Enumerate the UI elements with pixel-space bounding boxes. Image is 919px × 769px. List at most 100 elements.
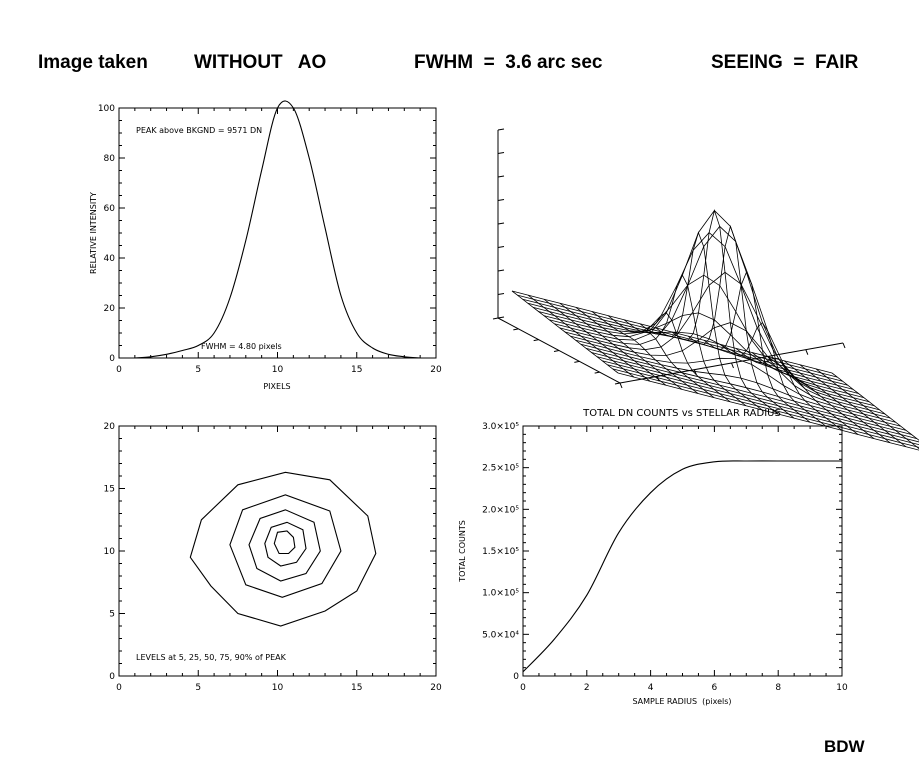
y-tick-label: 5.0×10⁴	[482, 630, 519, 640]
contour-level-5	[189, 471, 377, 627]
surface-y-tick	[533, 339, 539, 342]
x-tick-label: 0	[116, 365, 122, 375]
y-tick-label: 2.0×10⁵	[482, 505, 519, 515]
x-tick-label: 4	[648, 683, 654, 693]
surface-mesh-col	[607, 315, 715, 398]
surface-mesh-col	[799, 364, 907, 448]
surface-x-tick	[619, 382, 623, 389]
surface-mesh-col	[623, 312, 731, 403]
surface-z-tick	[497, 269, 505, 272]
surface-mesh-col	[575, 307, 683, 390]
surface-z-tick	[497, 293, 505, 295]
x-tick-label: 10	[272, 683, 284, 693]
counts-curve	[522, 460, 842, 673]
counts-title: TOTAL DN COUNTS vs STELLAR RADIUS	[582, 408, 781, 419]
x-tick-label: 10	[272, 365, 284, 375]
profile-ylabel: RELATIVE INTENSITY	[89, 192, 98, 274]
x-tick-label: 15	[351, 683, 362, 693]
surface-mesh-col	[671, 209, 779, 415]
surface-mesh-col	[831, 372, 919, 441]
surface-z-tick	[497, 316, 505, 319]
profile-frame	[118, 107, 437, 359]
y-tick-label: 0	[109, 672, 115, 682]
surface-y-tick	[553, 350, 560, 352]
header-seeing: SEEING = FAIR	[711, 52, 859, 73]
psf-surface-plot	[492, 128, 919, 451]
surface-mesh-col	[719, 321, 827, 427]
header-fwhm: FWHM = 3.6 arc sec	[414, 52, 603, 73]
surface-z-tick	[497, 199, 505, 201]
x-tick-label: 5	[195, 683, 201, 693]
surface-mesh-col	[687, 225, 795, 419]
surface-y-tick	[594, 371, 600, 374]
counts-frame	[522, 425, 843, 677]
surface-y-tick	[513, 328, 519, 331]
y-tick-label: 3.0×10⁵	[482, 422, 519, 432]
y-tick-label: 40	[104, 254, 116, 264]
y-tick-label: 0	[109, 354, 115, 364]
x-tick-label: 20	[430, 365, 442, 375]
y-tick-label: 80	[104, 154, 116, 164]
y-tick-label: 60	[104, 204, 116, 214]
header-without-ao: WITHOUT AO	[194, 52, 326, 73]
y-tick-label: 100	[98, 104, 115, 114]
profile-plot: 0 5 10 15 20 0 20 40 60 80 100 PEAK above BKGND = …	[89, 100, 442, 391]
counts-ylabel: TOTAL COUNTS	[458, 520, 467, 583]
surface-mesh-col	[703, 271, 811, 423]
x-tick-label: 2	[584, 683, 590, 693]
y-tick-label: 2.5×10⁵	[482, 464, 519, 474]
y-tick-label: 5	[109, 610, 115, 620]
surface-z-tick	[497, 128, 505, 131]
surface-y-tick	[492, 317, 499, 320]
surface-mesh-col	[639, 274, 747, 407]
contour-level-25	[229, 494, 342, 598]
y-tick-label: 20	[104, 304, 116, 314]
y-tick-label: 1.0×10⁵	[482, 589, 519, 599]
surface-mesh-col	[735, 348, 843, 431]
y-tick-label: 1.5×10⁵	[482, 547, 519, 557]
x-tick-label: 5	[195, 365, 201, 375]
surface-z-tick	[497, 152, 505, 154]
surface-mesh-col	[815, 368, 919, 450]
surface-mesh-col	[751, 352, 859, 435]
surface-mesh-col	[783, 360, 891, 444]
surface-mesh-col	[591, 311, 699, 394]
signature: BDW	[824, 737, 866, 756]
contour-level-75	[264, 521, 307, 567]
surface-y-tick	[614, 382, 621, 385]
surface-x-tick	[842, 342, 846, 349]
surface-mesh-col	[511, 290, 619, 374]
surface-mesh-col	[655, 231, 763, 411]
surface-mesh-col	[559, 302, 667, 386]
profile-xlabel: PIXELS	[263, 382, 290, 391]
surface-mesh-col	[543, 298, 651, 382]
levels-annotation: LEVELS at 5, 25, 50, 75, 90% of PEAK	[136, 653, 287, 662]
contour-plot: 0 5 10 15 20 0 5 10 15 20 LEVELS at 5, 25, 50, 75…	[104, 422, 442, 693]
encircled-counts-plot: 0 2 4 6 8 10 0 5.0×10⁴ 1.0×10⁵ 1.5×10⁵ 2.0×10⁵ 2.5×…	[458, 408, 848, 706]
x-tick-label: 8	[775, 683, 781, 693]
y-tick-label: 15	[104, 485, 115, 495]
y-tick-label: 20	[104, 422, 116, 432]
fwhm-annotation: FWHM = 4.80 pixels	[201, 342, 282, 351]
profile-curve	[134, 100, 421, 359]
surface-x-tick	[731, 362, 734, 369]
contour-level-50	[248, 509, 321, 582]
surface-z-tick	[497, 246, 505, 248]
surface-x-tick	[805, 349, 809, 355]
surface-x-tick	[693, 369, 697, 375]
x-tick-label: 0	[520, 683, 526, 693]
surface-mesh-row	[607, 364, 919, 446]
x-tick-label: 15	[351, 365, 362, 375]
header-image-taken: Image taken	[38, 52, 148, 73]
y-tick-label: 10	[104, 547, 116, 557]
x-tick-label: 0	[116, 683, 122, 693]
x-tick-label: 10	[836, 683, 848, 693]
surface-z-tick	[497, 222, 505, 225]
x-tick-label: 6	[712, 683, 718, 693]
surface-mesh-col	[767, 356, 875, 439]
counts-xlabel: SAMPLE RADIUS (pixels)	[632, 697, 731, 706]
peak-annotation: PEAK above BKGND = 9571 DN	[136, 126, 262, 135]
x-tick-label: 20	[430, 683, 442, 693]
surface-mesh-col	[527, 294, 635, 378]
